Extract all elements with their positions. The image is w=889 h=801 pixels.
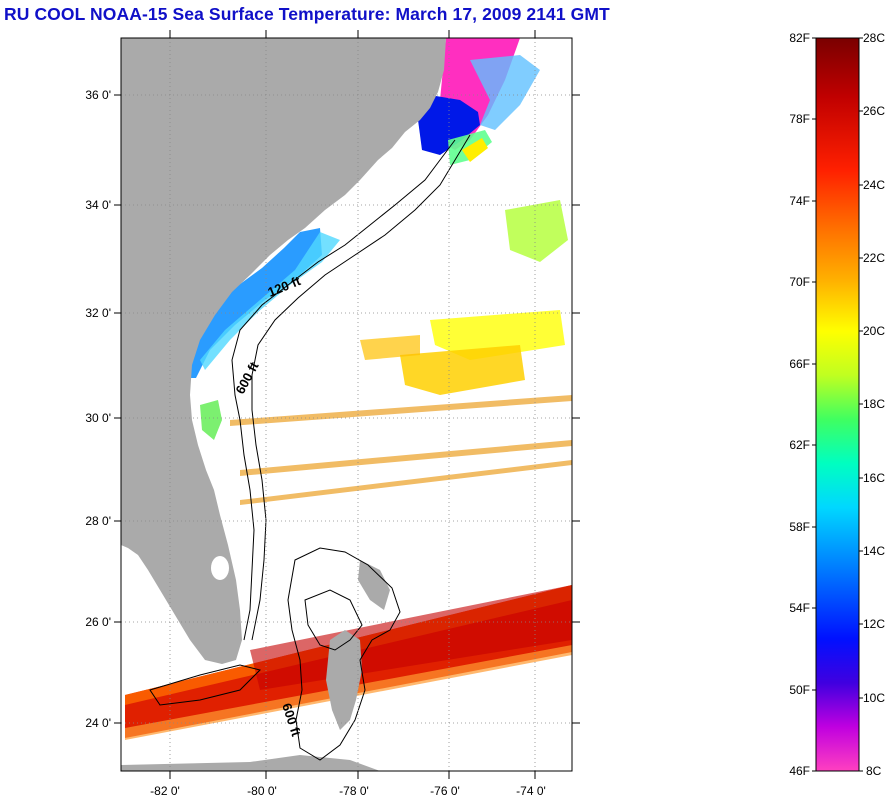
map-frame bbox=[120, 37, 573, 772]
sst-patch-light-blue-north bbox=[470, 55, 540, 130]
sst-patch-green-florida bbox=[200, 400, 222, 440]
longitude-labels: -82 0' -80 0' -78 0' -76 0' -74 0' bbox=[150, 784, 546, 798]
cb-c-label-26: 26C bbox=[863, 104, 885, 118]
sst-band-coastal-blue bbox=[190, 228, 322, 378]
sst-patch-yellow-offshore bbox=[430, 310, 565, 360]
colorbar-c-labels: 28C 26C 24C 22C 20C 18C 16C 14C 12C 10C … bbox=[863, 31, 885, 778]
sst-patch-amber-offshore bbox=[400, 345, 525, 395]
colorbar-f-labels: 82F 78F 74F 70F 66F 62F 58F 54F 50F 46F bbox=[789, 31, 810, 778]
sst-patch-yellow-green-offshore bbox=[505, 200, 568, 262]
lat-label-30: 30 0' bbox=[85, 411, 111, 425]
lon-label-74: -74 0' bbox=[516, 784, 546, 798]
lat-label-24: 24 0' bbox=[85, 716, 111, 730]
lon-label-76: -76 0' bbox=[430, 784, 460, 798]
cb-f-label-50: 50F bbox=[789, 683, 810, 697]
lon-label-80: -80 0' bbox=[247, 784, 277, 798]
cb-c-label-18: 18C bbox=[863, 397, 885, 411]
land-bahamas-andros bbox=[326, 630, 362, 730]
colorbar-gradient bbox=[815, 37, 860, 772]
axis-ticks bbox=[114, 30, 580, 779]
contour-120ft bbox=[231, 139, 456, 641]
contour-bahamas-bank bbox=[287, 547, 401, 761]
cb-f-label-74: 74F bbox=[789, 194, 810, 208]
colorbar-f-ticks bbox=[812, 37, 816, 772]
land-cuba bbox=[121, 755, 380, 771]
land-bahamas-abaco bbox=[358, 560, 390, 610]
colorbar-c-ticks bbox=[859, 37, 863, 772]
sst-patch-yellow-hatteras bbox=[462, 138, 488, 162]
cb-c-label-16: 16C bbox=[863, 471, 885, 485]
cb-f-label-58: 58F bbox=[789, 520, 810, 534]
sst-streaks-mid bbox=[230, 395, 572, 505]
cb-f-label-82: 82F bbox=[789, 31, 810, 45]
cb-c-label-14: 14C bbox=[863, 544, 885, 558]
lat-label-26: 26 0' bbox=[85, 615, 111, 629]
map-title: RU COOL NOAA-15 Sea Surface Temperature:… bbox=[4, 4, 610, 24]
contour-bahamas-inner bbox=[304, 589, 363, 651]
land-us-southeast bbox=[121, 38, 446, 664]
cb-f-label-46: 46F bbox=[789, 764, 810, 778]
lat-label-28: 28 0' bbox=[85, 514, 111, 528]
lat-label-32: 32 0' bbox=[85, 306, 111, 320]
cb-f-label-62: 62F bbox=[789, 438, 810, 452]
cb-c-label-20: 20C bbox=[863, 324, 885, 338]
cb-f-label-66: 66F bbox=[789, 357, 810, 371]
map-area: 120 ft 600 ft 600 ft bbox=[121, 38, 572, 771]
lon-label-82: -82 0' bbox=[150, 784, 180, 798]
lake-okeechobee bbox=[211, 556, 229, 580]
sst-patch-amber-small bbox=[360, 335, 420, 360]
latitude-labels: 36 0' 34 0' 32 0' 30 0' 28 0' 26 0' 24 0… bbox=[85, 88, 111, 730]
cb-c-label-24: 24C bbox=[863, 178, 885, 192]
cb-f-label-70: 70F bbox=[789, 275, 810, 289]
cb-f-label-54: 54F bbox=[789, 601, 810, 615]
lat-label-34: 34 0' bbox=[85, 198, 111, 212]
bathymetry-contours bbox=[149, 134, 471, 761]
colorbar: 82F 78F 74F 70F 66F 62F 58F 54F 50F 46F bbox=[789, 31, 885, 778]
cb-c-label-8: 8C bbox=[866, 764, 882, 778]
lon-label-78: -78 0' bbox=[339, 784, 369, 798]
cb-c-label-10: 10C bbox=[863, 691, 885, 705]
cb-c-label-22: 22C bbox=[863, 251, 885, 265]
contour-keys bbox=[149, 664, 261, 706]
cb-c-label-28: 28C bbox=[863, 31, 885, 45]
sst-band-coastal-cyan bbox=[200, 232, 340, 370]
sst-patch-cold-blue bbox=[418, 95, 480, 155]
cb-f-label-78: 78F bbox=[789, 112, 810, 126]
cb-c-label-12: 12C bbox=[863, 617, 885, 631]
lat-label-36: 36 0' bbox=[85, 88, 111, 102]
land-layer bbox=[121, 38, 446, 771]
